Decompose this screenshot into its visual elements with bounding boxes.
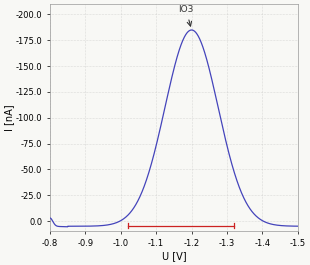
Text: IO3: IO3 <box>179 6 194 26</box>
X-axis label: U [V]: U [V] <box>162 251 186 261</box>
Y-axis label: I [nA]: I [nA] <box>4 104 14 131</box>
